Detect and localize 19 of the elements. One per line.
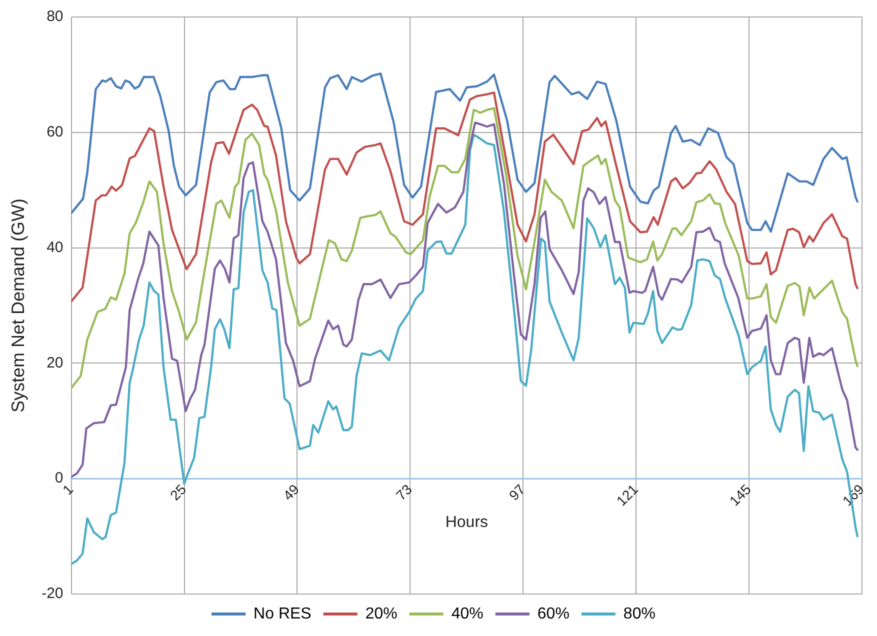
legend-label: 60% — [537, 605, 570, 622]
legend-label: 40% — [451, 605, 484, 622]
y-tick-label: 80 — [46, 8, 64, 26]
x-axis-title: Hours — [445, 514, 488, 532]
x-tick-label: 25 — [166, 480, 190, 504]
x-tick-label: 121 — [613, 480, 642, 509]
y-tick-label: 20 — [46, 354, 64, 372]
legend-label: No RES — [254, 605, 312, 622]
y-tick-label: 60 — [46, 124, 64, 141]
y-axis-title: System Net Demand (GW) — [8, 198, 28, 413]
y-tick-label: 40 — [46, 238, 64, 256]
legend-label: 20% — [365, 605, 398, 622]
x-tick-label: 73 — [392, 480, 416, 504]
y-tick-label: -20 — [42, 585, 64, 602]
legend-label: 80% — [623, 605, 656, 622]
x-tick-label: 145 — [726, 480, 754, 509]
x-tick-label: 97 — [506, 480, 528, 504]
x-tick-label: 49 — [280, 480, 302, 504]
y-tick-label: 0 — [54, 470, 64, 487]
